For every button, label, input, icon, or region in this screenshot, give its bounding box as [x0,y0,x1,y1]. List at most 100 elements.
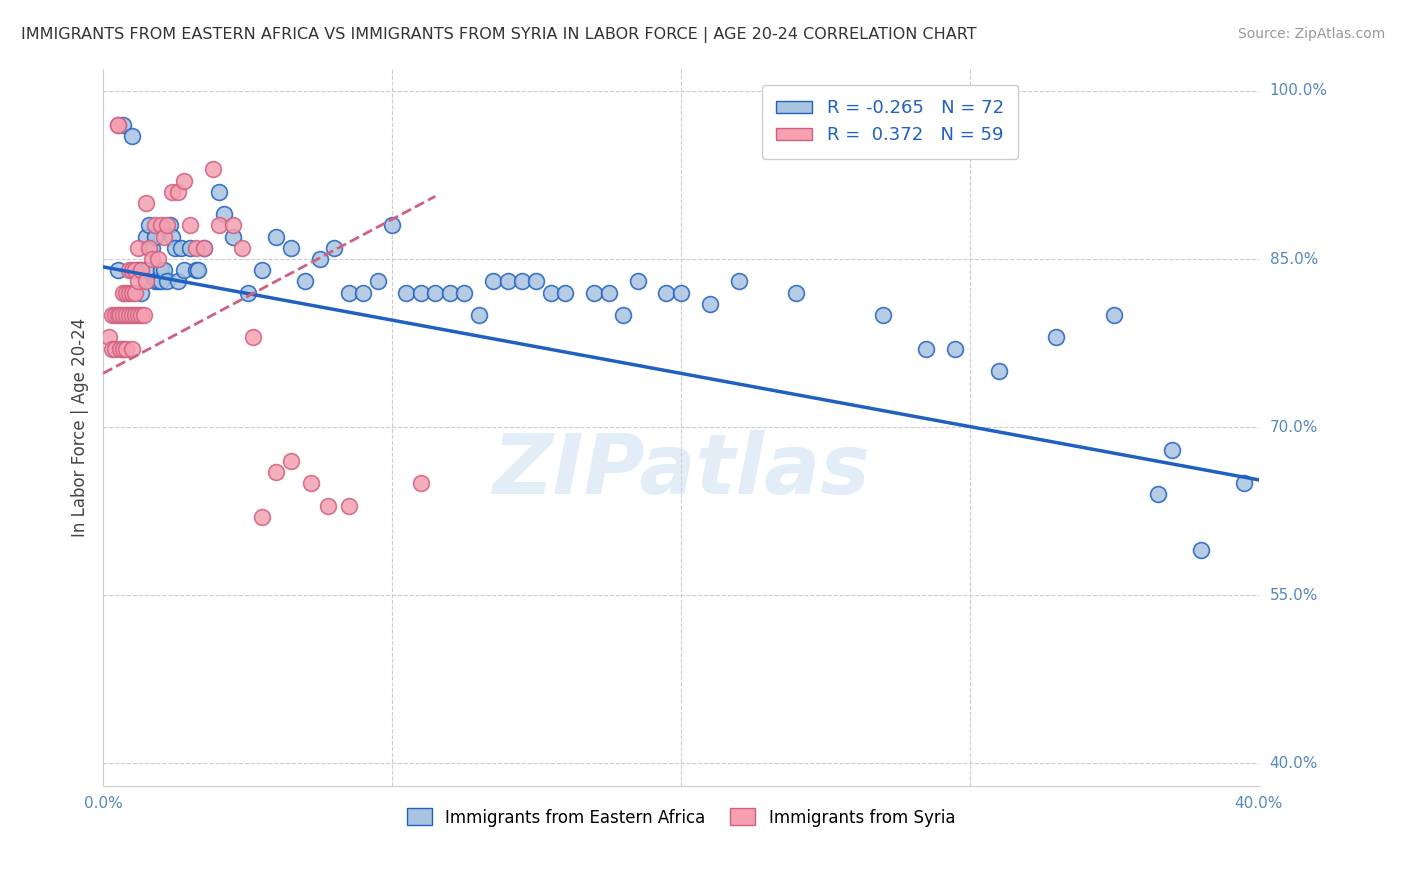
Point [124,308,146,322]
Point [540,285,562,300]
Point [193,241,215,255]
Text: ZIPatlas: ZIPatlas [492,430,870,511]
Point [409,476,432,491]
Point [101,342,124,356]
Point [149,219,172,233]
Point [107,118,129,132]
Point [785,285,807,300]
Point [129,308,152,322]
Point [118,263,141,277]
Point [97,330,120,344]
Point [162,229,184,244]
Point [1146,487,1168,501]
Point [135,196,157,211]
Point [439,285,461,300]
Point [352,285,374,300]
Point [135,229,157,244]
Point [112,308,135,322]
Point [107,308,129,322]
Point [167,185,190,199]
Point [294,275,316,289]
Point [138,219,160,233]
Point [1045,330,1067,344]
Point [381,219,404,233]
Point [583,285,606,300]
Y-axis label: In Labor Force | Age 20-24: In Labor Force | Age 20-24 [72,318,89,537]
Point [101,308,124,322]
Point [107,118,129,132]
Point [323,241,346,255]
Point [156,219,179,233]
Point [112,285,135,300]
Point [156,275,179,289]
Point [127,263,149,277]
Point [129,285,152,300]
Point [173,263,195,277]
Point [112,342,135,356]
Point [165,241,187,255]
Point [482,275,505,289]
Point [1161,442,1184,457]
Point [110,342,132,356]
Point [308,252,330,266]
Point [121,308,143,322]
Point [124,263,146,277]
Text: 85.0%: 85.0% [1270,252,1317,267]
Point [104,342,127,356]
Point [159,219,181,233]
Point [170,241,193,255]
Point [143,275,166,289]
Point [107,263,129,277]
Point [250,509,273,524]
Point [1189,543,1212,558]
Point [132,308,155,322]
Text: 100.0%: 100.0% [1270,84,1327,98]
Point [129,263,152,277]
Point [184,263,207,277]
Point [143,229,166,244]
Point [179,219,201,233]
Point [222,219,245,233]
Point [318,499,340,513]
Point [127,308,149,322]
Point [121,285,143,300]
Point [526,275,548,289]
Point [626,275,648,289]
Point [127,275,149,289]
Point [162,185,184,199]
Point [143,219,166,233]
Point [231,241,253,255]
Point [193,241,215,255]
Point [135,263,157,277]
Point [141,241,163,255]
Point [121,342,143,356]
Point [152,229,174,244]
Point [467,308,489,322]
Text: 70.0%: 70.0% [1270,419,1317,434]
Point [129,263,152,277]
Point [496,275,519,289]
Text: Source: ZipAtlas.com: Source: ZipAtlas.com [1237,27,1385,41]
Point [138,241,160,255]
Point [112,118,135,132]
Point [266,465,288,479]
Point [146,252,169,266]
Point [409,285,432,300]
Text: 55.0%: 55.0% [1270,588,1317,603]
Point [266,229,288,244]
Point [943,342,966,356]
Point [510,275,533,289]
Point [655,285,678,300]
Point [987,364,1010,378]
Point [208,185,231,199]
Point [612,308,634,322]
Point [110,308,132,322]
Point [280,241,302,255]
Point [118,308,141,322]
Point [236,285,259,300]
Point [699,297,721,311]
Point [173,173,195,187]
Point [187,263,209,277]
Point [115,285,138,300]
Point [167,275,190,289]
